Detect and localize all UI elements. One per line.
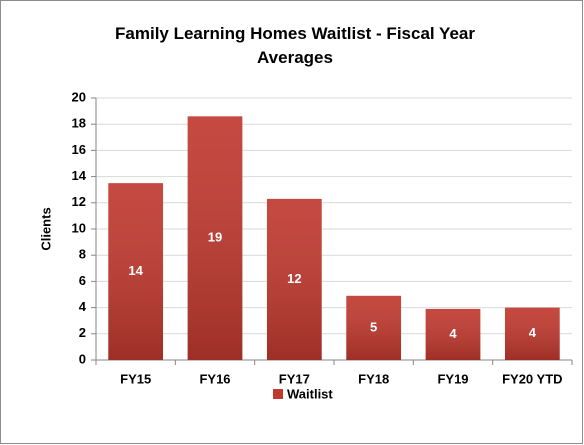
y-tick-label: 18: [72, 116, 86, 131]
data-label: 12: [287, 271, 301, 286]
bar-shade: [346, 295, 402, 360]
y-tick-label: 12: [72, 194, 86, 209]
y-axis-label: Clients: [38, 207, 53, 250]
data-label: 4: [529, 325, 537, 340]
y-tick-label: 4: [79, 299, 87, 314]
y-tick-label: 0: [79, 351, 86, 366]
x-tick-label: FY20 YTD: [502, 371, 562, 386]
y-tick-label: 6: [79, 273, 86, 288]
bar-shade: [187, 116, 243, 360]
y-tick-label: 16: [72, 142, 86, 157]
y-tick-label: 20: [72, 89, 86, 104]
x-tick-label: FY17: [279, 371, 310, 386]
data-label: 19: [208, 230, 222, 245]
legend-swatch: [273, 389, 283, 399]
x-tick-label: FY16: [199, 371, 230, 386]
bar-shade: [425, 308, 481, 360]
bar-shade: [108, 183, 164, 360]
y-tick-label: 2: [79, 325, 86, 340]
legend-label: Waitlist: [287, 386, 333, 401]
bar-shade: [266, 198, 322, 360]
bar-shade: [504, 307, 560, 360]
x-tick-label: FY19: [437, 371, 468, 386]
chart-title: Family Learning Homes Waitlist - Fiscal …: [115, 24, 475, 67]
data-label: 4: [449, 326, 457, 341]
y-tick-label: 10: [72, 220, 86, 235]
x-tick-label: FY18: [358, 371, 389, 386]
data-label: 14: [128, 263, 143, 278]
x-tick-label: FY15: [120, 371, 151, 386]
data-label: 5: [370, 319, 377, 334]
y-tick-label: 14: [72, 168, 87, 183]
y-tick-label: 8: [79, 247, 86, 262]
